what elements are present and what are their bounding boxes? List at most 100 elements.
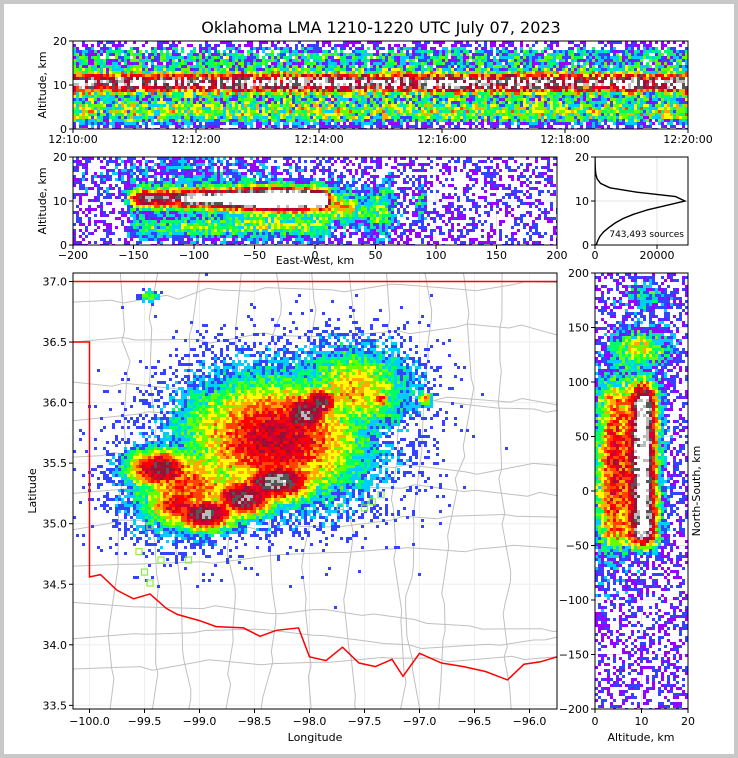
time-altitude-density-cell [349,71,352,74]
time-altitude-density-cell [241,125,244,128]
time-altitude-density-cell [268,86,271,89]
time-altitude-density-cell [496,101,499,104]
time-altitude-density-cell [253,47,256,50]
time-altitude-density-cell [457,71,460,74]
time-altitude-density-cell [319,50,322,53]
time-altitude-density-cell [391,86,394,89]
time-altitude-density-cell [82,107,85,110]
time-altitude-density-cell [364,107,367,110]
time-altitude-density-cell [268,65,271,68]
time-altitude-density-cell [175,104,178,107]
time-altitude-density-cell [73,113,76,116]
time-altitude-density-cell [505,59,508,62]
time-altitude-density-cell [628,80,631,83]
time-altitude-density-cell [310,86,313,89]
time-altitude-density-cell [310,119,313,122]
time-altitude-density-cell [322,101,325,104]
time-altitude-density-cell [520,122,523,125]
time-altitude-density-cell [340,74,343,77]
time-altitude-density-cell [355,71,358,74]
time-altitude-density-cell [343,68,346,71]
time-altitude-density-cell [274,116,277,119]
time-altitude-density-cell [136,65,139,68]
time-altitude-density-cell [517,116,520,119]
time-altitude-density-cell [616,101,619,104]
time-altitude-density-cell [325,122,328,125]
time-altitude-density-cell [574,107,577,110]
time-altitude-density-cell [574,101,577,104]
time-altitude-density-cell [76,59,79,62]
time-altitude-density-cell [328,110,331,113]
time-altitude-density-cell [124,89,127,92]
time-altitude-density-cell [217,125,220,128]
time-altitude-density-cell [628,56,631,59]
time-altitude-density-cell [499,53,502,56]
time-altitude-density-cell [127,83,130,86]
time-altitude-density-cell [532,80,535,83]
time-altitude-density-cell [331,62,334,65]
time-altitude-density-cell [538,92,541,95]
time-altitude-density-cell [559,53,562,56]
time-altitude-density-cell [118,50,121,53]
time-altitude-density-cell [208,95,211,98]
time-altitude-density-cell [595,53,598,56]
time-altitude-density-cell [574,74,577,77]
time-altitude-density-cell [322,98,325,101]
time-altitude-density-cell [496,95,499,98]
time-altitude-density-cell [124,83,127,86]
time-altitude-density-cell [112,113,115,116]
time-altitude-density-cell [496,80,499,83]
time-altitude-density-cell [544,98,547,101]
time-altitude-density-cell [130,104,133,107]
time-altitude-density-cell [484,74,487,77]
time-altitude-density-cell [613,113,616,116]
time-altitude-density-cell [619,83,622,86]
time-altitude-density-cell [229,68,232,71]
time-altitude-density-cell [376,110,379,113]
time-altitude-density-cell [538,104,541,107]
time-altitude-density-cell [346,95,349,98]
time-altitude-density-cell [478,59,481,62]
time-altitude-density-cell [442,56,445,59]
time-altitude-density-cell [364,62,367,65]
time-altitude-density-cell [598,113,601,116]
time-altitude-density-cell [472,101,475,104]
time-altitude-density-cell [187,71,190,74]
time-altitude-density-cell [496,68,499,71]
time-altitude-density-cell [505,116,508,119]
time-altitude-density-cell [463,59,466,62]
time-altitude-density-cell [79,71,82,74]
time-altitude-density-cell [403,56,406,59]
time-altitude-density-cell [118,95,121,98]
time-altitude-density-cell [127,98,130,101]
time-altitude-density-cell [223,119,226,122]
time-altitude-density-cell [205,41,208,44]
time-altitude-density-cell [529,95,532,98]
time-altitude-density-cell [418,56,421,59]
time-altitude-density-cell [163,116,166,119]
time-altitude-density-cell [604,74,607,77]
time-altitude-density-cell [517,107,520,110]
time-altitude-density-cell [412,116,415,119]
time-altitude-density-cell [442,50,445,53]
time-altitude-density-cell [478,110,481,113]
time-altitude-density-cell [226,74,229,77]
time-altitude-density-cell [112,71,115,74]
time-altitude-density-cell [169,116,172,119]
time-altitude-density-cell [220,65,223,68]
time-altitude-density-cell [205,107,208,110]
time-altitude-density-cell [76,74,79,77]
time-altitude-density-cell [460,83,463,86]
time-altitude-density-cell [292,92,295,95]
time-altitude-density-cell [121,116,124,119]
time-altitude-density-cell [280,77,283,80]
time-altitude-density-cell [100,68,103,71]
time-altitude-density-cell [484,119,487,122]
time-altitude-density-cell [220,77,223,80]
time-altitude-density-cell [103,65,106,68]
time-altitude-density-cell [574,83,577,86]
time-altitude-density-cell [424,56,427,59]
time-altitude-density-cell [370,89,373,92]
time-altitude-density-cell [421,101,424,104]
time-altitude-density-cell [172,116,175,119]
